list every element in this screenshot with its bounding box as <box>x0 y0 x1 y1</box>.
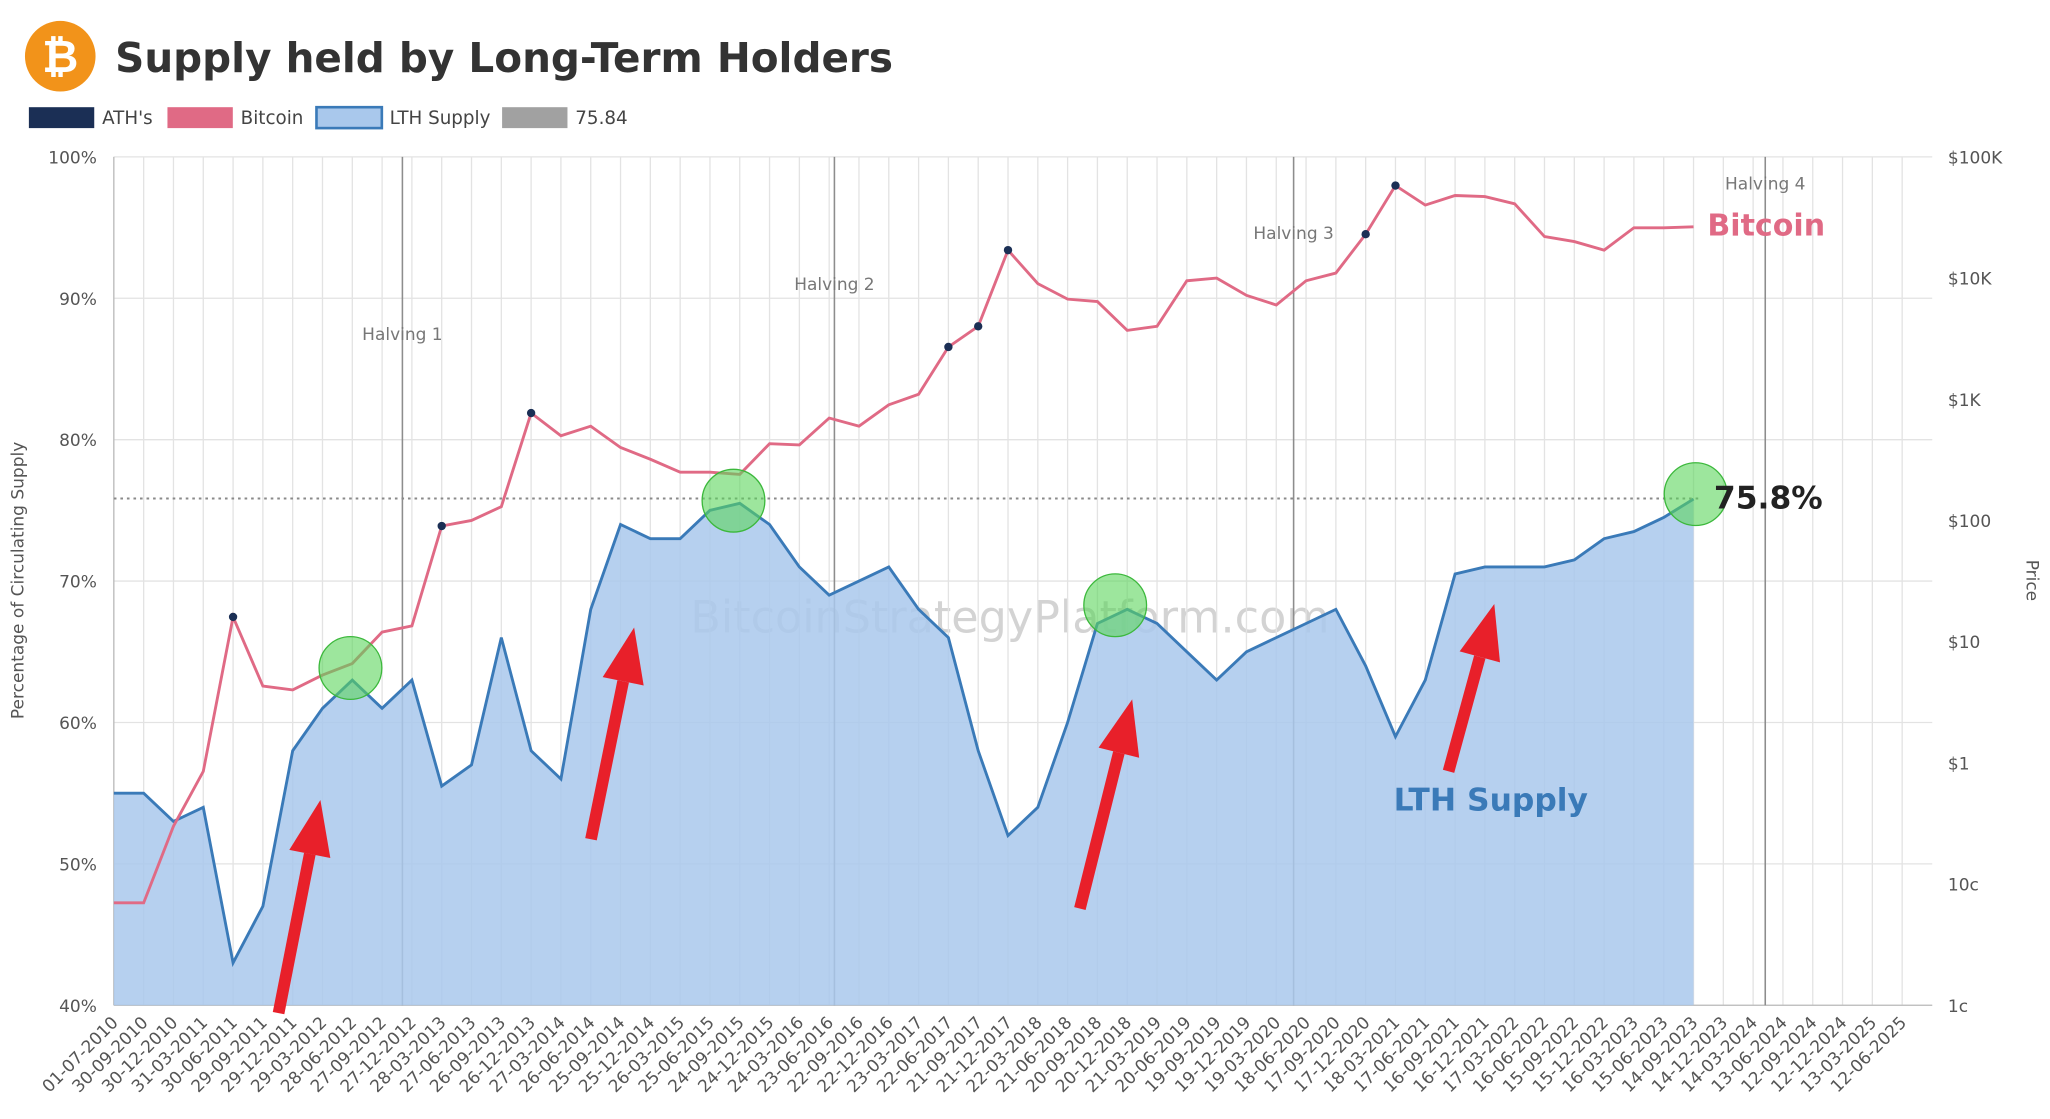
y2-axis-label: Price <box>2021 560 2041 601</box>
ath-dot <box>1361 230 1370 239</box>
arrow-shaft <box>1074 751 1125 910</box>
arrow-head <box>1459 603 1500 663</box>
annotation: Bitcoin <box>1707 208 1825 243</box>
ath-dot <box>944 342 953 352</box>
line <box>113 497 1695 968</box>
arrow-head <box>289 800 331 858</box>
legend-swatch <box>315 105 384 130</box>
y2-tick-label: 1c <box>1948 997 1968 1017</box>
y-tick-label: 80% <box>59 431 97 451</box>
y-tick-label: 40% <box>59 997 97 1017</box>
y-axis-label: Percentage of Circulating Supply <box>9 442 29 719</box>
halving-label: Halving 4 <box>1725 175 1805 195</box>
ath-dot <box>1003 245 1013 255</box>
y-tick-label: 70% <box>59 573 97 593</box>
arrow-shaft <box>1442 655 1486 773</box>
ath-dot <box>437 521 446 531</box>
ath-dot <box>228 612 238 622</box>
y-tick-label: 60% <box>59 714 97 734</box>
legend-label: Bitcoin <box>241 108 304 129</box>
halving-label: Halving 3 <box>1253 224 1333 244</box>
highlight-circle <box>701 468 766 533</box>
logo-symbol: ₿ <box>42 32 78 83</box>
arrow-head <box>1098 699 1140 758</box>
legend-label: ATH's <box>102 108 153 129</box>
arrow-head <box>602 627 644 686</box>
halving-label: Halving 1 <box>362 325 442 345</box>
legend-label: LTH Supply <box>390 108 491 129</box>
y2-tick-label: 10c <box>1948 876 1979 896</box>
area <box>113 499 1694 1006</box>
logo <box>24 20 96 92</box>
arrow-shaft <box>585 680 629 841</box>
legend-swatch <box>167 107 233 129</box>
chart-title: Supply held by Long-Term Holders <box>115 34 893 82</box>
y2-tick-label: $100K <box>1948 148 2003 168</box>
y-tick-label: 90% <box>59 290 97 310</box>
highlight-circle <box>1663 462 1728 527</box>
legend-swatch <box>28 107 95 129</box>
decorations <box>272 462 1728 1015</box>
y2-tick-label: $100 <box>1948 512 1991 532</box>
y2-tick-label: $1 <box>1948 754 1970 774</box>
y2-tick-label: $1K <box>1948 391 1982 411</box>
ath-dot <box>974 322 983 331</box>
highlight-circle <box>318 635 383 701</box>
legend-swatch <box>502 107 568 129</box>
ath-dot <box>1391 181 1400 190</box>
y-tick-label: 100% <box>48 148 97 168</box>
annotation: 75.8% <box>1714 481 1823 517</box>
ath-dot <box>526 408 536 418</box>
y-tick-label: 50% <box>59 855 97 875</box>
y2-tick-label: $10 <box>1948 633 1980 653</box>
y2-tick-label: $10K <box>1948 270 1992 290</box>
halving-label: Halving 2 <box>794 275 874 295</box>
highlight-circle <box>1083 573 1148 638</box>
line <box>113 183 1694 905</box>
arrow-shaft <box>272 852 316 1015</box>
annotation: LTH Supply <box>1394 782 1588 818</box>
legend-label: 75.84 <box>575 108 627 129</box>
